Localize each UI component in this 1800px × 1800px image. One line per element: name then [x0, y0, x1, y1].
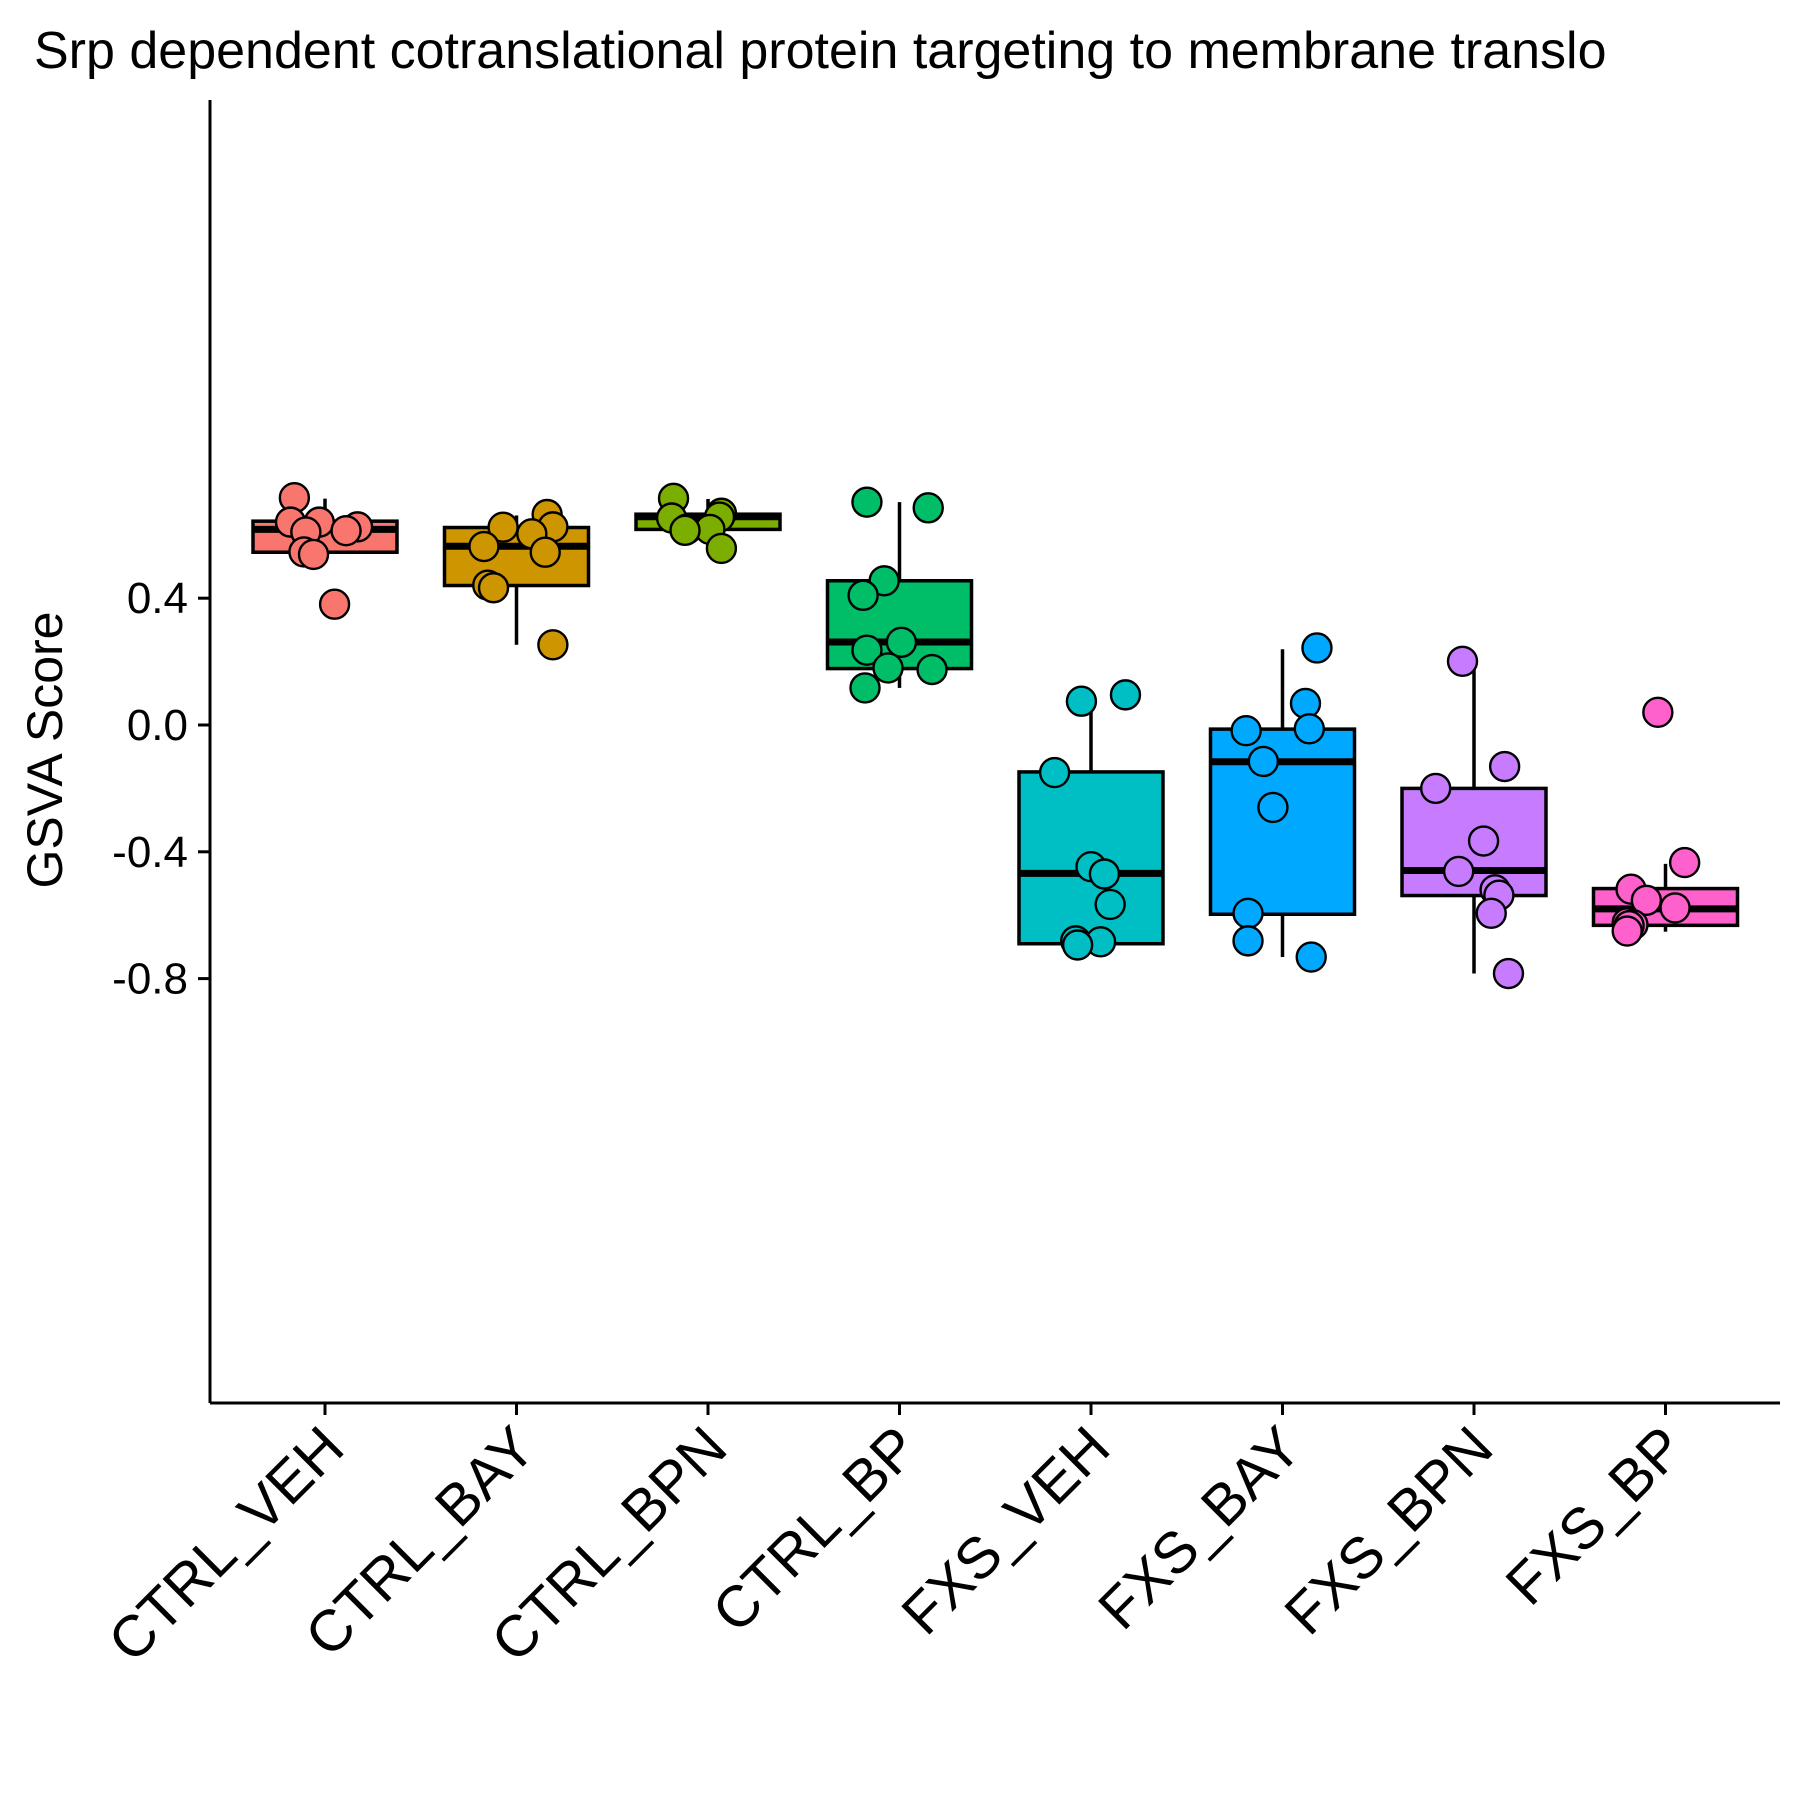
data-point	[1295, 941, 1327, 973]
data-point	[872, 652, 904, 684]
data-point	[529, 536, 561, 568]
data-point	[1109, 679, 1142, 711]
data-point	[851, 634, 883, 666]
data-point	[1247, 745, 1280, 778]
data-point	[1442, 855, 1475, 888]
data-point	[1611, 915, 1643, 947]
data-point	[849, 672, 881, 704]
chart-title: Srp dependent cotranslational protein ta…	[34, 22, 1607, 80]
data-point	[297, 538, 330, 571]
data-point	[1257, 791, 1289, 824]
y-tick-label: -0.4	[112, 828, 188, 877]
data-point	[1419, 772, 1452, 805]
x-tick-label: CTRL_BP	[700, 1414, 931, 1645]
y-tick-label: -0.8	[112, 955, 188, 1004]
box	[1208, 727, 1357, 916]
x-tick-label: FXS_BP	[1493, 1414, 1696, 1617]
data-point	[1630, 884, 1663, 917]
data-point	[851, 486, 883, 518]
data-point	[1446, 645, 1479, 677]
data-point	[1668, 846, 1701, 879]
data-point	[537, 629, 569, 661]
data-point	[1488, 750, 1521, 783]
data-point	[1467, 825, 1500, 857]
data-point	[1065, 685, 1098, 717]
plot-area: -0.8-0.40.00.4CTRL_VEHCTRL_BAYCTRL_BPNCT…	[96, 100, 1780, 1674]
data-point	[1492, 957, 1525, 990]
data-point	[669, 514, 701, 547]
y-tick-label: 0.0	[127, 701, 188, 750]
data-point	[468, 530, 500, 563]
data-point	[1475, 897, 1507, 929]
data-point	[916, 653, 948, 686]
data-point	[318, 588, 351, 620]
data-point	[705, 532, 738, 565]
y-axis-title: GSVA Score	[17, 612, 73, 889]
x-tick-label: FXS_BPN	[1272, 1414, 1505, 1647]
y-tick-label: 0.4	[127, 574, 188, 623]
data-point	[1232, 925, 1264, 957]
data-point	[477, 572, 510, 604]
data-point	[1659, 892, 1691, 924]
data-point	[1293, 713, 1326, 745]
data-point	[330, 514, 362, 547]
data-point	[912, 492, 944, 524]
data-point	[1232, 897, 1264, 929]
data-point	[1301, 632, 1333, 664]
data-point	[847, 579, 879, 612]
x-tick-label: FXS_VEH	[889, 1414, 1122, 1647]
data-point	[487, 511, 519, 543]
data-point	[1088, 858, 1121, 890]
data-point	[1061, 929, 1094, 961]
data-point	[1642, 696, 1674, 729]
data-point	[1038, 756, 1071, 789]
data-point	[1094, 888, 1126, 921]
data-point	[1230, 715, 1262, 747]
data-point	[885, 626, 918, 658]
